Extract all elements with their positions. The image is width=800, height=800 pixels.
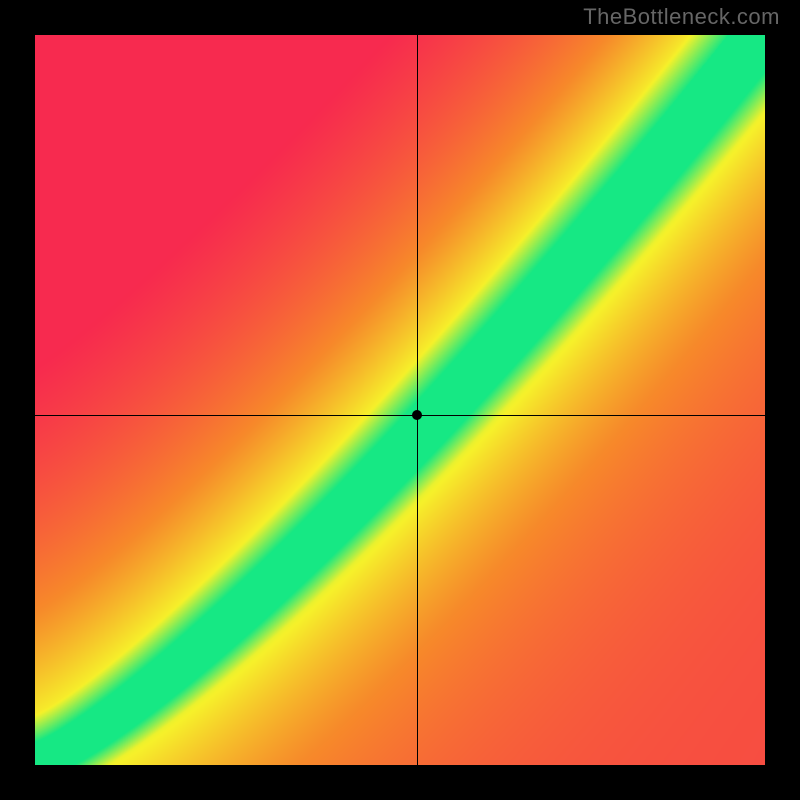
plot-area [35, 35, 765, 765]
crosshair-vertical [417, 35, 418, 765]
watermark: TheBottleneck.com [583, 4, 780, 30]
crosshair-point [412, 410, 422, 420]
chart-container: { "watermark": "TheBottleneck.com", "wat… [0, 0, 800, 800]
crosshair-horizontal [35, 415, 765, 416]
heatmap-canvas [35, 35, 765, 765]
